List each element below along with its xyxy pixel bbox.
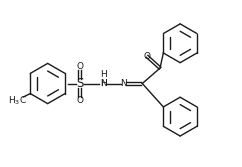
Text: O: O [76,96,83,105]
Text: N: N [100,79,107,88]
Text: O: O [76,62,83,71]
Text: S: S [76,77,83,90]
Text: H$_3$C: H$_3$C [8,94,27,107]
Text: N: N [120,79,127,88]
Text: H: H [100,70,107,79]
Text: H: H [100,79,107,88]
Text: O: O [144,52,151,61]
